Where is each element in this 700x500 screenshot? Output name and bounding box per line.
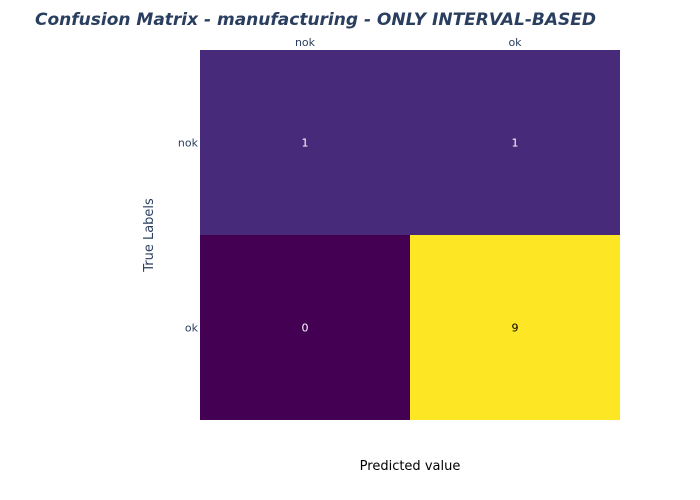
x-tick-nok: nok <box>295 36 316 49</box>
heatmap-cell-nok-ok <box>410 50 620 235</box>
heatmap-cell-ok-ok <box>410 235 620 420</box>
y-axis-title: True Labels <box>142 198 157 273</box>
heatmap-cell-labels: 1 1 0 9 <box>302 137 519 335</box>
y-axis-ticks: nok ok <box>178 137 199 335</box>
y-tick-ok: ok <box>185 322 199 335</box>
heatmap-cell-nok-nok <box>200 50 410 235</box>
cell-value-ok-ok: 9 <box>512 322 519 335</box>
x-axis-ticks: nok ok <box>295 36 522 49</box>
cell-value-ok-nok: 0 <box>302 322 309 335</box>
x-tick-ok: ok <box>508 36 522 49</box>
cell-value-nok-ok: 1 <box>512 137 519 150</box>
heatmap-cells <box>200 50 620 420</box>
chart-title: Confusion Matrix - manufacturing - ONLY … <box>35 10 596 30</box>
cell-value-nok-nok: 1 <box>302 137 309 150</box>
y-tick-nok: nok <box>178 137 199 150</box>
x-axis-title: Predicted value <box>360 459 461 474</box>
heatmap-cell-ok-nok <box>200 235 410 420</box>
